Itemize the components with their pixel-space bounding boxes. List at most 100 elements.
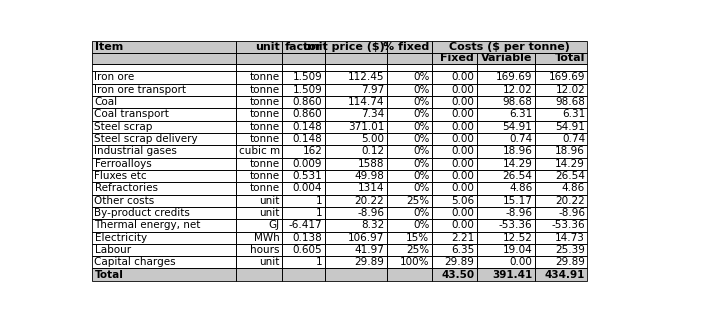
Text: Labour: Labour [94, 245, 130, 255]
Bar [476, 195, 535, 207]
Bar [386, 84, 431, 96]
Bar [325, 145, 386, 158]
Text: 0%: 0% [413, 72, 429, 83]
Bar [386, 182, 431, 195]
Bar [236, 133, 282, 145]
Bar [431, 170, 476, 182]
Bar [92, 41, 236, 53]
Bar [325, 170, 386, 182]
Bar [535, 96, 587, 108]
Bar [92, 207, 236, 219]
Bar [431, 231, 476, 244]
Bar [535, 108, 587, 121]
Bar [476, 108, 535, 121]
Bar [236, 72, 282, 84]
Bar [386, 121, 431, 133]
Text: 5.06: 5.06 [451, 196, 474, 206]
Bar [386, 108, 431, 121]
Bar [476, 133, 535, 145]
Bar [282, 268, 325, 281]
Bar [535, 64, 587, 72]
Bar [431, 256, 476, 268]
Text: 15.17: 15.17 [502, 196, 532, 206]
Bar [282, 53, 325, 64]
Bar [535, 72, 587, 84]
Bar [92, 207, 236, 219]
Bar [535, 219, 587, 231]
Bar [431, 133, 476, 145]
Text: 434.91: 434.91 [544, 270, 585, 280]
Bar [282, 72, 325, 84]
Bar [236, 53, 282, 64]
Bar [476, 145, 535, 158]
Bar [236, 121, 282, 133]
Bar [282, 256, 325, 268]
Text: -8.96: -8.96 [558, 208, 585, 218]
Text: 0.531: 0.531 [293, 171, 323, 181]
Text: Coal: Coal [94, 97, 117, 107]
Bar [476, 121, 535, 133]
Bar [535, 268, 587, 281]
Bar [431, 108, 476, 121]
Text: unit: unit [260, 196, 280, 206]
Bar [236, 256, 282, 268]
Bar [325, 53, 386, 64]
Text: 1588: 1588 [358, 159, 384, 169]
Bar [476, 219, 535, 231]
Bar [282, 84, 325, 96]
Text: 1: 1 [315, 257, 323, 267]
Bar [386, 96, 431, 108]
Bar [535, 170, 587, 182]
Bar [282, 41, 325, 53]
Bar [92, 145, 236, 158]
Bar [282, 133, 325, 145]
Bar [282, 121, 325, 133]
Bar [282, 158, 325, 170]
Text: 12.02: 12.02 [555, 85, 585, 95]
Bar [325, 121, 386, 133]
Bar [236, 145, 282, 158]
Bar [386, 231, 431, 244]
Bar [476, 133, 535, 145]
Bar [282, 72, 325, 84]
Text: 0.00: 0.00 [452, 220, 474, 230]
Bar [476, 53, 535, 64]
Bar [535, 133, 587, 145]
Text: unit: unit [260, 208, 280, 218]
Bar [236, 195, 282, 207]
Text: tonne: tonne [249, 85, 280, 95]
Bar [431, 96, 476, 108]
Text: 29.89: 29.89 [555, 257, 585, 267]
Bar [535, 108, 587, 121]
Bar [325, 53, 386, 64]
Text: -6.417: -6.417 [289, 220, 323, 230]
Bar [386, 207, 431, 219]
Text: -8.96: -8.96 [505, 208, 532, 218]
Bar [92, 53, 236, 64]
Bar [282, 96, 325, 108]
Text: Steel scrap delivery: Steel scrap delivery [94, 134, 198, 144]
Text: 14.29: 14.29 [555, 159, 585, 169]
Bar [386, 256, 431, 268]
Bar [431, 231, 476, 244]
Text: 0%: 0% [413, 208, 429, 218]
Text: MWh: MWh [254, 233, 280, 243]
Bar [476, 96, 535, 108]
Bar [92, 182, 236, 195]
Text: 15%: 15% [406, 233, 429, 243]
Bar [282, 231, 325, 244]
Text: 0.138: 0.138 [293, 233, 323, 243]
Bar [236, 244, 282, 256]
Bar [386, 158, 431, 170]
Bar [476, 84, 535, 96]
Bar [476, 158, 535, 170]
Bar [236, 145, 282, 158]
Bar [282, 182, 325, 195]
Bar [92, 72, 236, 84]
Bar [282, 145, 325, 158]
Bar [386, 84, 431, 96]
Bar [535, 182, 587, 195]
Bar [476, 108, 535, 121]
Bar [431, 41, 587, 53]
Text: 25%: 25% [406, 196, 429, 206]
